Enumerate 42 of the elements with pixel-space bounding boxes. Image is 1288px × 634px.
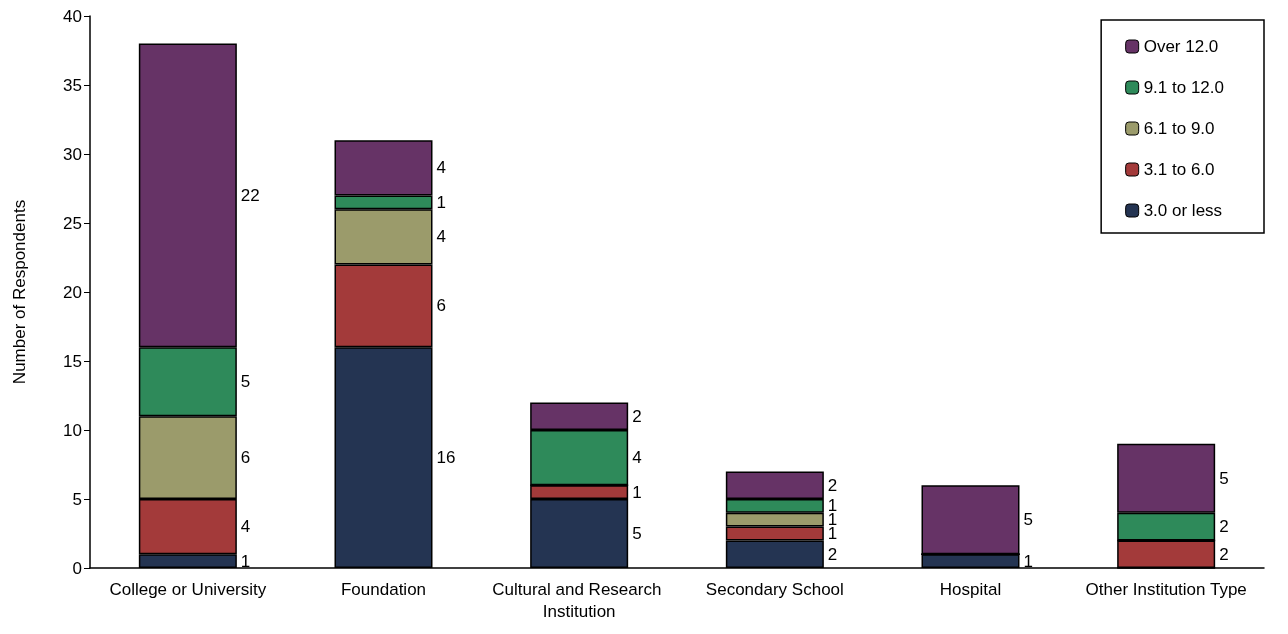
- x-tick-label: Cultural and Research Institution: [492, 579, 667, 621]
- data-label: 2: [827, 544, 838, 564]
- data-label: 1: [1023, 551, 1033, 571]
- data-label: 22: [240, 185, 260, 205]
- x-tick-label: Other Institution Type: [1085, 579, 1247, 599]
- x-tick-label: College or University: [109, 579, 267, 599]
- data-label: 4: [436, 158, 446, 178]
- data-label: 2: [632, 406, 642, 426]
- legend-label: 3.1 to 6.0: [1143, 160, 1215, 179]
- data-label: 6: [240, 448, 251, 468]
- y-tick-label: 15: [63, 351, 82, 371]
- x-tick-label: Secondary School: [705, 579, 844, 599]
- x-tick-label: Foundation: [340, 579, 427, 599]
- y-axis-title: Number of Respondents: [10, 199, 29, 385]
- legend-label: 3.0 or less: [1143, 201, 1223, 220]
- legend-label: 6.1 to 9.0: [1143, 119, 1215, 138]
- data-label: 4: [436, 227, 446, 247]
- y-tick-label: 0: [72, 558, 82, 578]
- legend-label: Over 12.0: [1143, 37, 1219, 56]
- y-tick-label: 10: [63, 420, 82, 440]
- data-label: 16: [436, 448, 456, 468]
- data-label: 1: [632, 482, 642, 502]
- data-label: 1: [240, 551, 251, 571]
- data-label: 6: [436, 296, 446, 316]
- y-tick-label: 30: [63, 144, 82, 164]
- data-label: 5: [632, 524, 642, 543]
- data-label: 5: [1219, 468, 1229, 488]
- x-tick-label: Hospital: [939, 579, 1002, 599]
- data-label: 5: [240, 372, 251, 392]
- y-tick-label: 40: [63, 6, 82, 26]
- y-tick-label: 25: [63, 213, 82, 233]
- data-label: 2: [827, 475, 838, 495]
- data-label: 2: [1219, 517, 1229, 537]
- data-label: 5: [1023, 510, 1033, 530]
- data-label: 4: [240, 517, 251, 537]
- y-tick-label: 35: [63, 75, 82, 95]
- data-label: 2: [1219, 544, 1229, 564]
- y-tick-label: 5: [72, 489, 82, 509]
- y-tick-label: 20: [63, 282, 82, 302]
- data-label: 1: [436, 192, 446, 212]
- data-label: 4: [632, 448, 642, 468]
- legend-label: 9.1 to 12.0: [1143, 78, 1224, 97]
